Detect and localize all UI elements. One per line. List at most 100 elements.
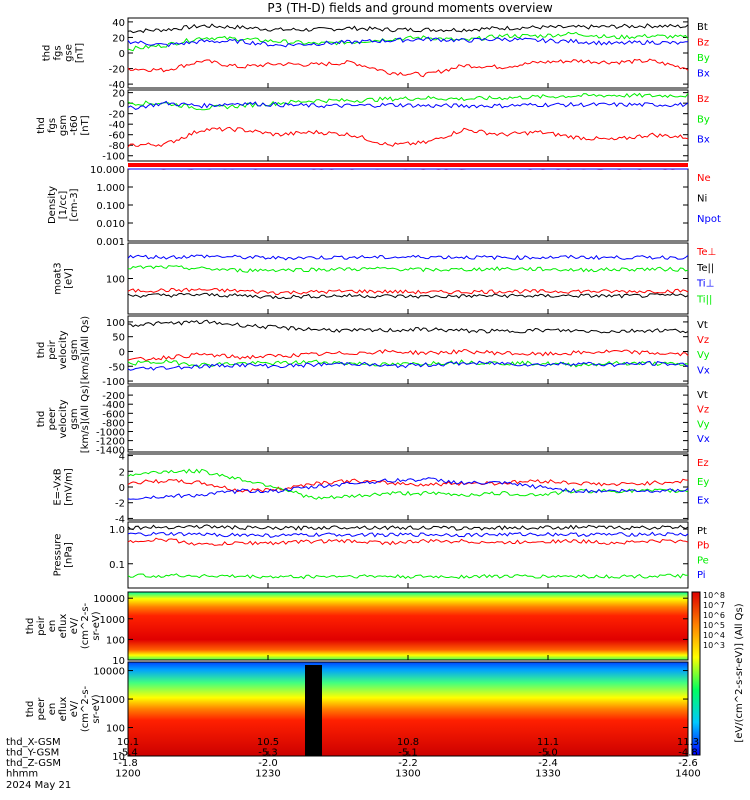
y-axis-label: thd — [36, 411, 47, 428]
panel-frame — [127, 315, 689, 385]
y-axis-label: eV/ — [69, 617, 80, 634]
y-axis-label: [nPa] — [64, 542, 75, 568]
y-axis-label: eV/ — [69, 700, 80, 717]
y-tick-label: -50 — [109, 362, 125, 373]
footer-row-value: 1230 — [255, 769, 280, 780]
footer-row-value: -5.4 — [118, 748, 138, 759]
y-axis-label: fgs — [53, 45, 64, 60]
colorbar-tick-label: 10^6 — [703, 611, 725, 620]
y-axis-label: [mV/m] — [64, 468, 75, 506]
colorbar-tick-label: 10^7 — [703, 601, 725, 610]
panel-peir_velocity: 100 50 0 -50 -100 thd peir velocity gsm [km/s](Al… — [36, 315, 710, 388]
panel-frame — [127, 242, 689, 315]
footer-row-label: hhmm — [6, 769, 38, 780]
panel-frame — [127, 17, 689, 89]
colorbar-tick-label: 10^4 — [703, 631, 725, 640]
y-axis-label: [km/s](All Qs) — [80, 385, 91, 453]
legend-Te||: Te|| — [696, 263, 714, 274]
panel-frame — [127, 89, 689, 162]
y-axis-label: gsm — [69, 408, 80, 429]
series-Bx — [127, 100, 689, 110]
y-tick-label: -20 — [109, 65, 125, 76]
y-axis-label: peir — [36, 615, 47, 635]
footer-row-value: 1200 — [115, 769, 140, 780]
y-axis-label: gse — [64, 44, 75, 62]
y-tick-label: 1.0 — [109, 525, 125, 536]
y-tick-label: 0.010 — [96, 219, 125, 230]
y-tick-label: 100 — [106, 318, 125, 329]
footer-row-value: 1330 — [535, 769, 560, 780]
y-tick-label: 10000 — [93, 594, 125, 605]
footer-row-value: -1.8 — [118, 758, 138, 769]
y-tick-label: -100 — [102, 377, 125, 388]
legend-Vz: Vz — [697, 405, 709, 416]
y-tick-label: 1000 — [100, 695, 125, 706]
y-tick-label: 4 — [119, 452, 125, 463]
y-tick-label: 2 — [119, 467, 125, 478]
y-axis-label: E=-VxB — [53, 468, 64, 505]
legend-Pt: Pt — [697, 526, 707, 537]
y-tick-label: 20 — [112, 89, 125, 100]
panel-frame — [127, 453, 689, 521]
y-tick-label: -600 — [102, 409, 125, 420]
y-axis-label: Pressure — [53, 534, 64, 577]
series-Te|| — [127, 292, 689, 300]
y-axis-label: gsm — [69, 339, 80, 360]
series-By — [127, 31, 689, 52]
y-axis-label: -t60 — [69, 115, 80, 135]
y-axis-label: eflux — [58, 614, 69, 639]
y-axis-label: peir — [47, 339, 58, 359]
footer-row-value: -2.2 — [398, 758, 418, 769]
legend-Bx: Bx — [697, 69, 710, 80]
spectrogram — [128, 662, 688, 756]
y-tick-label: 10000 — [93, 667, 125, 678]
y-tick-label: -20 — [109, 110, 125, 121]
panel-pressure: 1.0 0.1 Pressure [nPa] Pt Pb Pe Pi — [53, 521, 709, 589]
series-Vz — [127, 348, 689, 362]
series-Ez — [127, 478, 689, 493]
panel-fgs_gse: 40 20 0 -20 -40 thd fgs gse [nT] Bt Bz By Bx — [42, 17, 710, 91]
legend-Vz: Vz — [697, 335, 709, 346]
y-tick-label: -1000 — [96, 428, 125, 439]
footer-row-label: thd_X-GSM — [6, 737, 61, 748]
series-Pb — [127, 537, 689, 546]
y-tick-label: -40 — [109, 120, 125, 131]
series-Ti|| — [127, 265, 689, 273]
y-axis-label: thd — [36, 342, 47, 359]
legend-Ni: Ni — [697, 194, 707, 205]
y-tick-label: -4 — [115, 514, 125, 525]
y-axis-label: [1/cc] — [58, 191, 69, 220]
plot-title: P3 (TH-D) fields and ground moments over… — [267, 1, 552, 15]
colorbar-tick-label: 10^8 — [703, 591, 725, 600]
y-axis-label: velocity — [58, 399, 69, 438]
y-axis-label: sr-eV) — [91, 694, 102, 723]
y-axis-label: (cm^2-s- — [80, 602, 91, 649]
series-Pi — [127, 531, 689, 538]
footer-row-value: 10.5 — [257, 737, 279, 748]
y-tick-label: 0.001 — [96, 237, 125, 248]
y-tick-label: 0 — [119, 99, 125, 110]
y-tick-label: 0.1 — [109, 560, 125, 571]
panel-peer_velocity: -200-400-600-800-1000-1200-1400 thd peer ve… — [36, 385, 710, 457]
series-Ex — [127, 477, 689, 500]
y-tick-label: -100 — [102, 152, 125, 163]
y-axis-label: [km/s](All Qs) — [80, 316, 91, 384]
series-Bx — [127, 36, 689, 48]
legend-Ez: Ez — [697, 458, 709, 469]
legend-Vx: Vx — [697, 365, 710, 376]
series-Vt — [127, 319, 689, 334]
legend-Ex: Ex — [697, 496, 709, 507]
legend-Ti⊥: Ti⊥ — [696, 279, 714, 290]
y-tick-label: 0 — [119, 347, 125, 358]
footer-row-value: 11.3 — [677, 737, 699, 748]
spectrogram — [128, 592, 688, 660]
panel-peir_en_eflux: 10000 1000 100 10 thd peir en eflux eV/(cm^2-s-s… — [25, 591, 689, 667]
footer-row-value: -2.4 — [538, 758, 558, 769]
legend-Ti||: Ti|| — [696, 294, 712, 305]
y-axis-label: thd — [25, 618, 36, 635]
y-axis-label: gsm — [58, 115, 69, 136]
y-axis-label: [nT] — [75, 43, 86, 63]
panel-density: 10.000 1.000 0.100 0.010 0.001 Density [1/cc][… — [47, 165, 721, 248]
y-tick-label: 100 — [106, 275, 125, 286]
